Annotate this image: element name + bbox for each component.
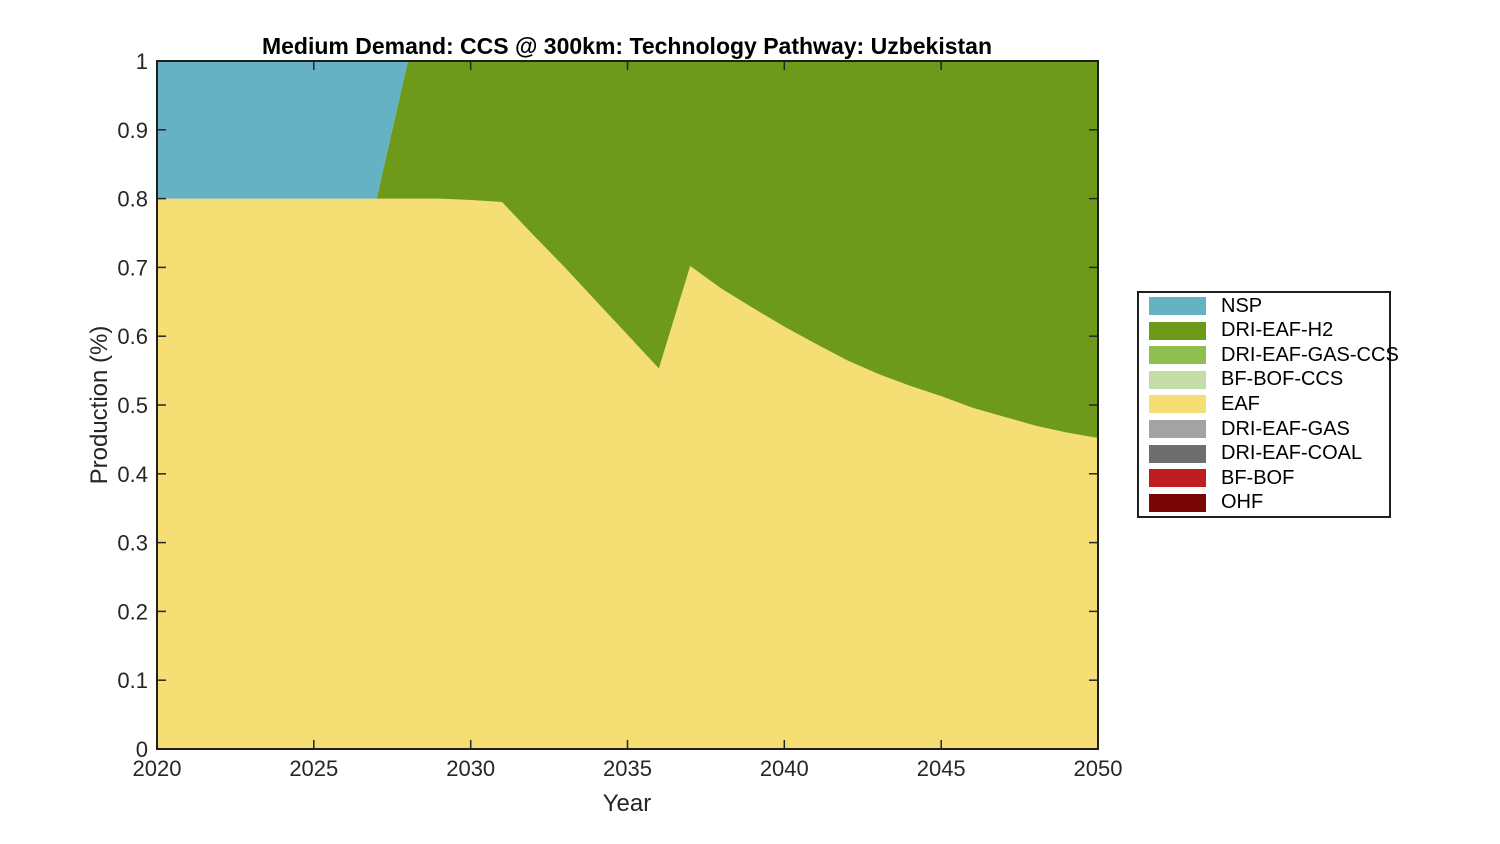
y-axis-label: Production (%) <box>86 326 113 485</box>
y-tick-label: 0.2 <box>117 599 148 624</box>
legend-swatch <box>1149 395 1206 414</box>
x-tick-label: 2025 <box>289 756 338 781</box>
y-tick-label: 0.9 <box>117 118 148 143</box>
chart-title: Medium Demand: CCS @ 300km: Technology P… <box>262 33 992 59</box>
legend-label: EAF <box>1221 392 1260 415</box>
legend-swatch <box>1149 420 1206 439</box>
area-EAF <box>157 198 1098 750</box>
legend-label: DRI-EAF-GAS-CCS <box>1221 343 1399 366</box>
legend-swatch <box>1149 370 1206 389</box>
y-tick-label: 0 <box>136 737 148 762</box>
legend-item-ohf: OHF <box>1139 491 1389 514</box>
y-tick-label: 0.6 <box>117 324 148 349</box>
legend-label: DRI-EAF-GAS <box>1221 417 1350 440</box>
legend-label: OHF <box>1221 491 1264 514</box>
legend-swatch <box>1149 297 1206 316</box>
x-tick-label: 2045 <box>917 756 966 781</box>
y-tick-label: 0.4 <box>117 462 148 487</box>
y-tick-label: 0.8 <box>117 187 148 212</box>
y-tick-label: 1 <box>136 49 148 74</box>
legend-swatch <box>1149 346 1206 365</box>
x-tick-label: 2040 <box>760 756 809 781</box>
plot-box <box>156 60 1099 750</box>
legend-label: DRI-EAF-COAL <box>1221 442 1363 465</box>
tick-labels: 2020 2025 2030 2035 2040 2045 2050 0 0.1 0.2 0.3 0.… <box>117 49 1122 781</box>
x-tick-label: 2035 <box>603 756 652 781</box>
legend-item-dri-eaf-h2: DRI-EAF-H2 <box>1139 319 1389 342</box>
legend-item-dri-eaf-coal: DRI-EAF-COAL <box>1139 442 1389 465</box>
y-tick-label: 0.1 <box>117 668 148 693</box>
x-tick-label: 2050 <box>1074 756 1123 781</box>
legend-label: NSP <box>1221 294 1263 317</box>
legend-swatch <box>1149 444 1206 463</box>
x-tick-label: 2030 <box>446 756 495 781</box>
legend-label: BF-BOF <box>1221 466 1295 489</box>
legend: NSP DRI-EAF-H2 DRI-EAF-GAS-CCS BF-BOF-CCS EA… <box>1137 291 1399 518</box>
x-tick-label: 2020 <box>133 756 182 781</box>
legend-swatch <box>1149 469 1206 488</box>
area-DRI-EAF-H2 <box>157 61 1098 438</box>
legend-item-dri-eaf-gas-ccs: DRI-EAF-GAS-CCS <box>1139 344 1399 367</box>
legend-item-eaf: EAF <box>1139 393 1389 416</box>
legend-item-dri-eaf-gas: DRI-EAF-GAS <box>1139 418 1389 441</box>
y-tick-label: 0.5 <box>117 393 148 418</box>
series-areas <box>157 61 1098 750</box>
x-axis-label: Year <box>603 790 652 817</box>
legend-label: BF-BOF-CCS <box>1221 368 1344 391</box>
y-tick-label: 0.7 <box>117 255 148 280</box>
legend-label: DRI-EAF-H2 <box>1221 319 1334 342</box>
y-tick-label: 0.3 <box>117 531 148 556</box>
legend-item-bf-bof-ccs: BF-BOF-CCS <box>1139 368 1389 391</box>
legend-swatch <box>1149 493 1206 512</box>
area-NSP <box>157 61 1098 199</box>
legend-item-nsp: NSP <box>1139 295 1389 318</box>
legend-item-bf-bof: BF-BOF <box>1139 467 1389 490</box>
legend-swatch <box>1149 321 1206 340</box>
